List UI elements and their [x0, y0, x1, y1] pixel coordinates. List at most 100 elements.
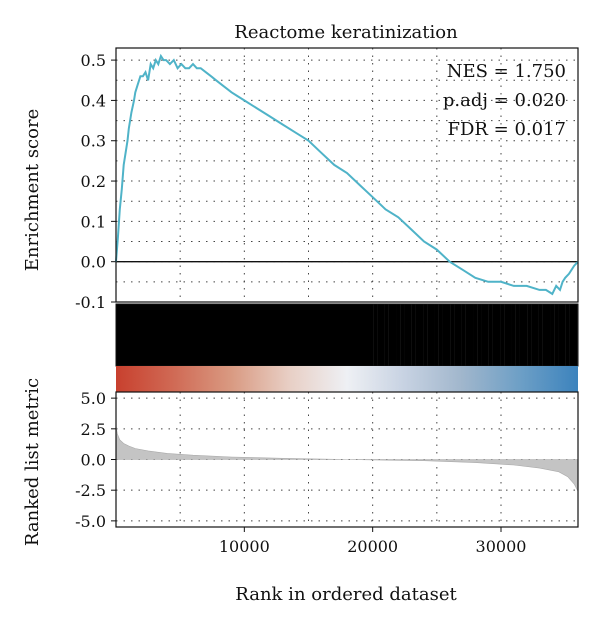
x-tick-label: 10000	[219, 537, 270, 556]
gene-hit-bar	[415, 304, 420, 366]
gene-hit-bar	[325, 304, 330, 366]
rank-gradient-bar	[116, 366, 578, 392]
es-panel-frame	[115, 47, 579, 303]
rk-y-tick-label: 0.0	[81, 451, 106, 470]
gene-hit-bar	[534, 304, 539, 366]
gene-hit-bar	[261, 304, 266, 366]
gene-hit-bar	[373, 304, 378, 366]
gene-hit-bar	[561, 304, 566, 366]
gene-hit-panel	[115, 303, 579, 367]
nes-annotation: NES = 1.750	[447, 61, 566, 82]
gene-hit-bar	[369, 304, 374, 366]
gene-hit-bar	[282, 304, 287, 366]
gene-hit-bar	[454, 304, 459, 366]
gene-hit-bar	[366, 304, 371, 366]
gene-hit-bar	[228, 304, 233, 366]
gene-hit-bar	[377, 304, 382, 366]
gene-hit-bar	[225, 304, 230, 366]
gene-hit-bar	[320, 304, 325, 366]
es-y-tick-label: 0.1	[81, 212, 106, 231]
y-axis-label-enrichment: Enrichment score	[22, 109, 43, 271]
x-axis-label: Rank in ordered dataset	[235, 584, 457, 605]
rk-panel-frame	[115, 391, 579, 528]
gene-hit-bar	[271, 304, 276, 366]
gene-hit-bar	[538, 304, 543, 366]
gene-hit-bar	[315, 304, 320, 366]
x-tick-label: 30000	[476, 537, 527, 556]
gene-hit-bar	[289, 304, 294, 366]
gene-hit-bar	[496, 304, 501, 366]
gene-hit-bar	[546, 304, 551, 366]
gene-hit-bar	[256, 304, 261, 366]
es-y-tick-label: -0.1	[75, 293, 106, 312]
gene-hit-bar	[481, 304, 486, 366]
gene-hit-bar	[310, 304, 315, 366]
gene-hit-bar	[404, 304, 409, 366]
gene-hit-bar	[400, 304, 405, 366]
gene-hit-bar	[330, 304, 335, 366]
gene-hit-bar	[407, 304, 412, 366]
ranked-list-metric-panel: 5.0 2.5 0.0 -2.5 -5.0 10000 20000 30000	[75, 389, 579, 556]
es-y-tick-label: 0.0	[81, 253, 106, 272]
rk-y-tick-label: 2.5	[81, 420, 106, 439]
gene-hit-bar	[274, 304, 279, 366]
gene-hit-bar	[523, 304, 528, 366]
gene-hit-bar	[259, 304, 264, 366]
gene-hit-bar	[300, 304, 305, 366]
gene-hit-bar	[297, 304, 302, 366]
enrichment-score-panel: 0.5 0.4 0.3 0.2 0.1 0.0 -0.1	[75, 47, 579, 312]
gene-hit-bar	[554, 304, 559, 366]
gene-hit-bar	[419, 304, 424, 366]
gene-hit-bar	[318, 304, 323, 366]
gene-hit-bar	[461, 304, 466, 366]
chart-title: Reactome keratinization	[234, 22, 458, 43]
gene-hit-bar	[442, 304, 447, 366]
gene-hit-bar	[446, 304, 451, 366]
gene-hit-bar	[279, 304, 284, 366]
gene-hit-bar	[276, 304, 281, 366]
es-y-tick-label: 0.4	[81, 91, 106, 110]
gene-hit-bar	[292, 304, 297, 366]
gene-hit-bar	[388, 304, 393, 366]
gene-hit-bar	[253, 304, 258, 366]
gene-hit-bar	[238, 304, 243, 366]
gene-hit-bar	[438, 304, 443, 366]
gene-hit-bar	[380, 304, 385, 366]
gene-hit-bar	[323, 304, 328, 366]
gene-hit-bar	[333, 304, 338, 366]
enrichment-score-line	[115, 53, 579, 296]
gene-hit-bar	[341, 304, 346, 366]
gene-hit-bar	[348, 304, 353, 366]
gene-hit-bar	[246, 304, 251, 366]
gene-hit-bar	[477, 304, 482, 366]
gene-hit-bar	[434, 304, 439, 366]
gene-hit-bar	[359, 304, 364, 366]
gene-hit-bar	[430, 304, 435, 366]
gene-hit-bar	[550, 304, 555, 366]
gene-hit-bar	[515, 304, 520, 366]
gene-hit-bar	[565, 304, 570, 366]
gene-hit-bar	[287, 304, 292, 366]
gene-hit-bar	[542, 304, 547, 366]
gene-hit-bar	[351, 304, 356, 366]
gene-hit-bar	[307, 304, 312, 366]
gene-hit-bar	[220, 304, 225, 366]
gene-hit-bar	[223, 304, 228, 366]
gene-hit-bar	[336, 304, 341, 366]
gene-hit-bar	[457, 304, 462, 366]
gene-hit-bar	[469, 304, 474, 366]
gene-hit-bar	[504, 304, 509, 366]
gene-hit-bar	[531, 304, 536, 366]
gene-hit-bar	[507, 304, 512, 366]
gene-hit-bar	[356, 304, 361, 366]
gene-hit-bar	[511, 304, 516, 366]
gene-hit-bar	[215, 304, 220, 366]
gene-hit-bar	[484, 304, 489, 366]
gene-hit-bar	[243, 304, 248, 366]
gene-hit-bar	[500, 304, 505, 366]
y-axis-label-ranked: Ranked list metric	[22, 378, 43, 546]
padj-annotation: p.adj = 0.020	[443, 90, 566, 111]
gene-hit-bar	[519, 304, 524, 366]
gene-hit-bar	[392, 304, 397, 366]
